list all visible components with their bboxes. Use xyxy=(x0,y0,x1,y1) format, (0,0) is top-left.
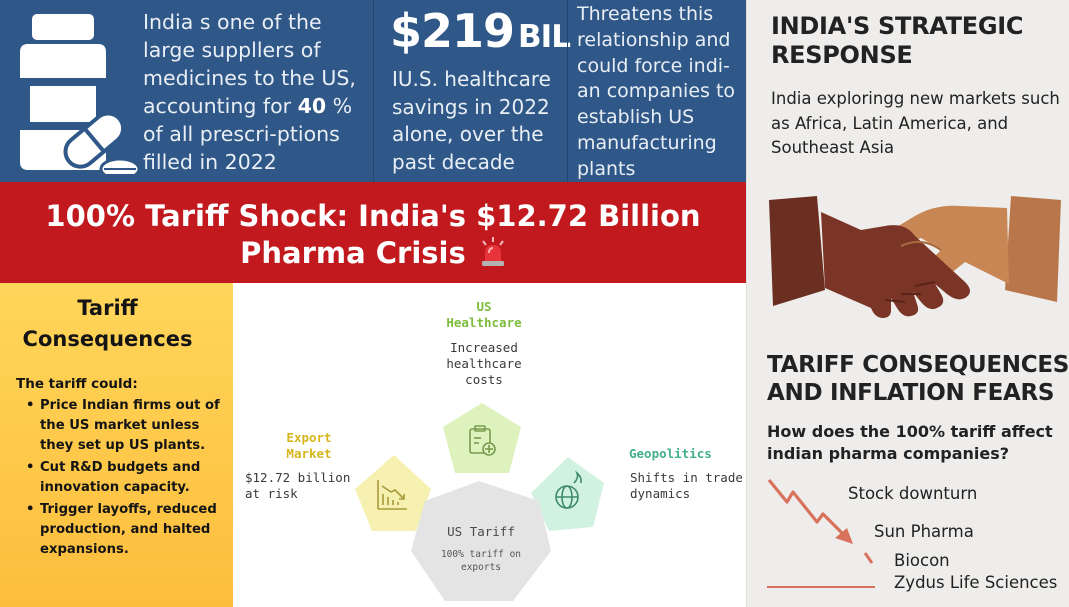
fact-text-threat: Threatens this relationship and could fo… xyxy=(577,3,736,180)
globe-icon xyxy=(555,470,582,509)
geopolitics-title: Geopolitics xyxy=(629,446,712,461)
fact-column-3: Threatens this relationship and could fo… xyxy=(567,0,746,182)
declining-chart-icon xyxy=(377,480,407,510)
list-item: Trigger layoffs, reduced production, and… xyxy=(24,500,229,560)
savings-figure: $219 BIL xyxy=(390,4,571,58)
us-tariff-desc: 100% tariff on exports xyxy=(440,549,522,573)
us-tariff-title: US Tariff xyxy=(447,524,515,539)
fact-column-1: India s one of the large suppllers of me… xyxy=(0,0,373,182)
inflation-question: How does the 100% tariff affect indian p… xyxy=(767,422,1053,463)
inflation-heading: TARIFF CONSEQUENCES AND INFLATION FEARS xyxy=(767,352,1069,406)
list-item: Cut R&D budgets and innovation capacity. xyxy=(24,458,229,498)
fact-text-savings: IU.S. healthcare savings in 2022 alone, … xyxy=(392,67,551,174)
page-title: 100% Tariff Shock: India's $12.72 Billio… xyxy=(45,199,701,270)
impact-diagram: US Healthcare Increased healthcare costs Ex… xyxy=(233,283,746,607)
geopolitics-desc: Shifts in trade dynamics xyxy=(630,470,743,501)
medicine-bottle-icon xyxy=(20,14,138,174)
export-market-title: Export Market xyxy=(286,430,332,461)
company-item: Sun Pharma xyxy=(874,522,974,541)
consequences-list: Price Indian firms out of the US market … xyxy=(24,396,229,562)
right-panel: INDIA'S STRATEGIC RESPONSE India explorin… xyxy=(746,0,1069,607)
facts-band: India s one of the large suppllers of me… xyxy=(0,0,746,182)
company-item: Stock downturn xyxy=(848,484,978,503)
downward-trend-icon xyxy=(767,478,874,564)
highlight-percent: 40 xyxy=(297,94,327,118)
consequences-heading: Tariff Consequences xyxy=(22,296,193,351)
list-item: Price Indian firms out of the US market … xyxy=(24,396,229,456)
siren-icon xyxy=(481,237,504,266)
us-healthcare-desc: Increased healthcare costs xyxy=(446,340,522,387)
strategy-heading: INDIA'S STRATEGIC RESPONSE xyxy=(771,12,1024,69)
consequences-intro: The tariff could: xyxy=(16,376,138,392)
strategy-text: India exploringg new markets such as Afr… xyxy=(771,89,1060,157)
us-tariff-node xyxy=(411,481,551,601)
handshake-icon xyxy=(769,196,1061,318)
us-healthcare-title: US Healthcare xyxy=(446,299,522,330)
fact-column-2: $219 BIL IU.S. healthcare savings in 2022… xyxy=(373,0,571,182)
geopolitics-node xyxy=(531,457,604,531)
divider-line xyxy=(767,586,875,588)
consequences-panel: Tariff Consequences The tariff could: Pr… xyxy=(0,283,233,607)
clipboard-icon xyxy=(469,425,496,456)
company-item: Biocon xyxy=(894,551,950,570)
company-item: Zydus Life Sciences xyxy=(894,573,1058,592)
us-healthcare-node xyxy=(443,403,521,473)
export-market-desc: $12.72 billion at risk xyxy=(245,470,351,501)
fact-text-supplier-share: India s one of the large suppllers of me… xyxy=(143,10,356,174)
title-banner: 100% Tariff Shock: India's $12.72 Billio… xyxy=(0,182,746,283)
export-market-node xyxy=(355,455,431,531)
